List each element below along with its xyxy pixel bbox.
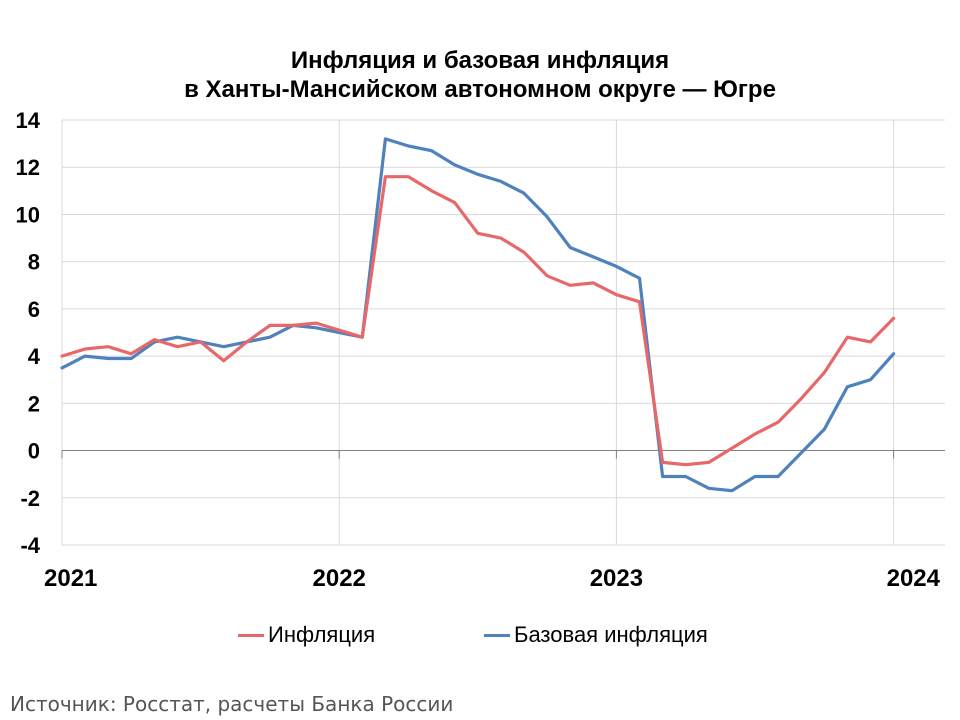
y-tick-label: -4 [20, 533, 40, 558]
y-tick-label: -2 [20, 486, 40, 511]
x-axis: 2021 2022 2023 2024 [44, 450, 945, 592]
legend-swatch-core-inflation [484, 633, 510, 637]
x-tick-label: 2022 [313, 565, 366, 592]
y-tick-label: 14 [16, 108, 41, 133]
source-note: Источник: Росстат, расчеты Банка России [10, 692, 454, 716]
legend-item-inflation: Инфляция [238, 622, 375, 648]
y-tick-label: 0 [28, 439, 40, 464]
x-tick-label: 2024 [887, 565, 941, 592]
y-axis: 14 12 10 8 6 4 2 0 -2 -4 [16, 108, 41, 558]
y-tick-label: 12 [16, 155, 40, 180]
y-tick-label: 8 [28, 250, 40, 275]
series-line-inflation [60, 175, 896, 467]
legend-label-core-inflation: Базовая инфляция [514, 622, 708, 647]
chart-title: Инфляция и базовая инфляция в Ханты-Манс… [0, 46, 960, 104]
chart-title-line-1: Инфляция и базовая инфляция [290, 47, 670, 74]
chart-title-line-2: в Ханты-Мансийском автономном округе — Ю… [184, 76, 776, 103]
legend-item-core-inflation: Базовая инфляция [484, 622, 708, 648]
series-lines [60, 137, 896, 493]
y-tick-label: 10 [16, 202, 40, 227]
y-tick-label: 2 [28, 391, 40, 416]
x-tick-label: 2023 [590, 565, 643, 592]
legend: Инфляция Базовая инфляция [0, 622, 960, 652]
series-line-core-inflation [60, 137, 896, 493]
y-tick-label: 6 [28, 297, 40, 322]
legend-label-inflation: Инфляция [268, 622, 376, 647]
y-tick-label: 4 [28, 344, 41, 369]
x-tick-label: 2021 [44, 565, 97, 592]
legend-swatch-inflation [238, 633, 264, 637]
